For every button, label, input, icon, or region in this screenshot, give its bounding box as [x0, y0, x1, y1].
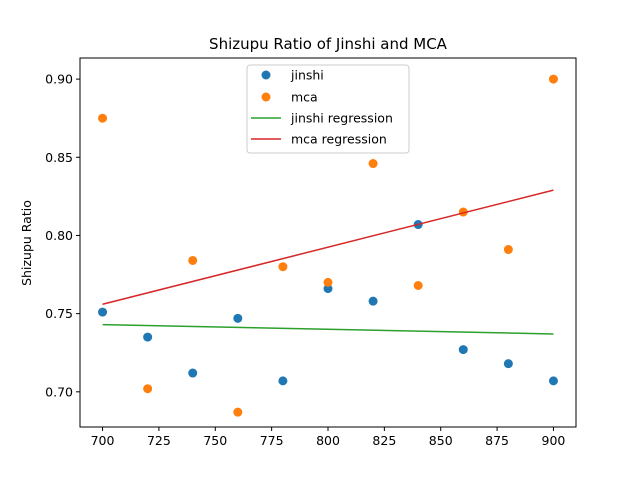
jinshi-point — [458, 345, 468, 355]
x-tick-label: 825 — [372, 433, 396, 448]
jinshi-point — [368, 296, 378, 306]
x-tick-label: 850 — [429, 433, 453, 448]
legend-label-mca-regression: mca regression — [291, 132, 387, 147]
jinshi-point — [188, 368, 198, 378]
x-tick-label: 775 — [260, 433, 284, 448]
x-tick-label: 800 — [316, 433, 340, 448]
x-tick-label: 750 — [203, 433, 227, 448]
legend-marker-mca — [261, 92, 271, 102]
y-tick-label: 0.85 — [45, 150, 73, 165]
mca-point — [323, 277, 333, 287]
jinshi-regression-line — [102, 323, 554, 335]
legend-label-jinshi: jinshi — [290, 68, 324, 83]
y-tick-label: 0.90 — [45, 72, 73, 87]
legend: jinshi mca jinshi regression mca regression — [246, 64, 410, 154]
jinshi-point — [233, 313, 243, 323]
x-tick-label: 875 — [485, 433, 509, 448]
legend-marker-jinshi — [261, 70, 271, 80]
y-tick-label: 0.75 — [45, 306, 73, 321]
mca-point — [98, 113, 108, 123]
mca-point — [233, 407, 243, 417]
y-axis-label: Shizupu Ratio — [19, 200, 34, 286]
data-series — [98, 74, 558, 417]
jinshi-point — [98, 307, 108, 317]
mca-point — [278, 262, 288, 272]
y-tick-label: 0.80 — [45, 228, 73, 243]
jinshi-point — [503, 359, 513, 369]
jinshi-point — [323, 284, 333, 294]
legend-label-jinshi-regression: jinshi regression — [290, 111, 393, 126]
mca-point — [413, 280, 423, 290]
mca-point — [188, 255, 198, 265]
jinshi-point — [278, 376, 288, 386]
y-tick-label: 0.70 — [45, 384, 73, 399]
mca-regression-line — [102, 189, 554, 305]
mca-point — [143, 384, 153, 394]
x-tick-label: 900 — [542, 433, 566, 448]
jinshi-point — [548, 376, 558, 386]
plot-area: 700 725 750 775 800 825 850 875 900 0.70 0.75 0.80 0… — [45, 57, 577, 448]
x-tick-label: 725 — [147, 433, 171, 448]
chart-title: Shizupu Ratio of Jinshi and MCA — [209, 35, 448, 53]
legend-label-mca: mca — [291, 90, 318, 105]
mca-point — [503, 245, 513, 255]
x-tick-label: 700 — [91, 433, 115, 448]
mca-point — [368, 159, 378, 169]
jinshi-point — [143, 332, 153, 342]
legend-box — [246, 64, 410, 154]
mca-point — [548, 74, 558, 84]
